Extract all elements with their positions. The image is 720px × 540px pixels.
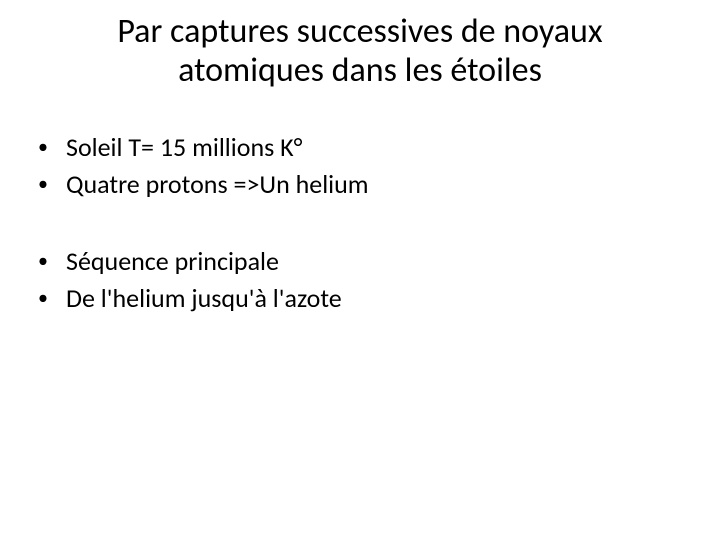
list-item: • Quatre protons =>Un helium [30, 167, 690, 202]
slide-title: Par captures successives de noyaux atomi… [30, 12, 690, 90]
bullet-group-1: • Soleil T= 15 millions K° • Quatre prot… [30, 130, 690, 202]
list-item: • De l'helium jusqu'à l'azote [30, 281, 690, 316]
bullet-icon: • [38, 130, 66, 164]
bullet-text: De l'helium jusqu'à l'azote [66, 281, 690, 316]
bullet-group-2: • Séquence principale • De l'helium jusq… [30, 244, 690, 316]
list-item: • Soleil T= 15 millions K° [30, 130, 690, 165]
list-item: • Séquence principale [30, 244, 690, 279]
bullet-icon: • [38, 244, 66, 278]
bullet-text: Quatre protons =>Un helium [66, 167, 690, 202]
bullet-text: Soleil T= 15 millions K° [66, 130, 690, 165]
bullet-icon: • [38, 281, 66, 315]
bullet-icon: • [38, 167, 66, 201]
slide-container: Par captures successives de noyaux atomi… [0, 0, 720, 540]
bullet-text: Séquence principale [66, 244, 690, 279]
